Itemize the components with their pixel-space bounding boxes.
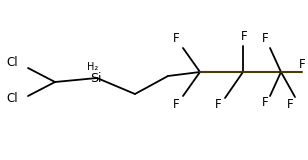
Text: F: F: [299, 59, 305, 72]
Text: F: F: [173, 97, 179, 111]
Text: F: F: [262, 32, 268, 45]
Text: F: F: [287, 97, 293, 111]
Text: F: F: [262, 96, 268, 109]
Text: Cl: Cl: [6, 56, 18, 68]
Text: Cl: Cl: [6, 92, 18, 104]
Text: F: F: [173, 32, 179, 45]
Text: F: F: [241, 31, 247, 44]
Text: Si: Si: [90, 72, 102, 84]
Text: H₂: H₂: [87, 62, 99, 72]
Text: F: F: [215, 99, 221, 112]
